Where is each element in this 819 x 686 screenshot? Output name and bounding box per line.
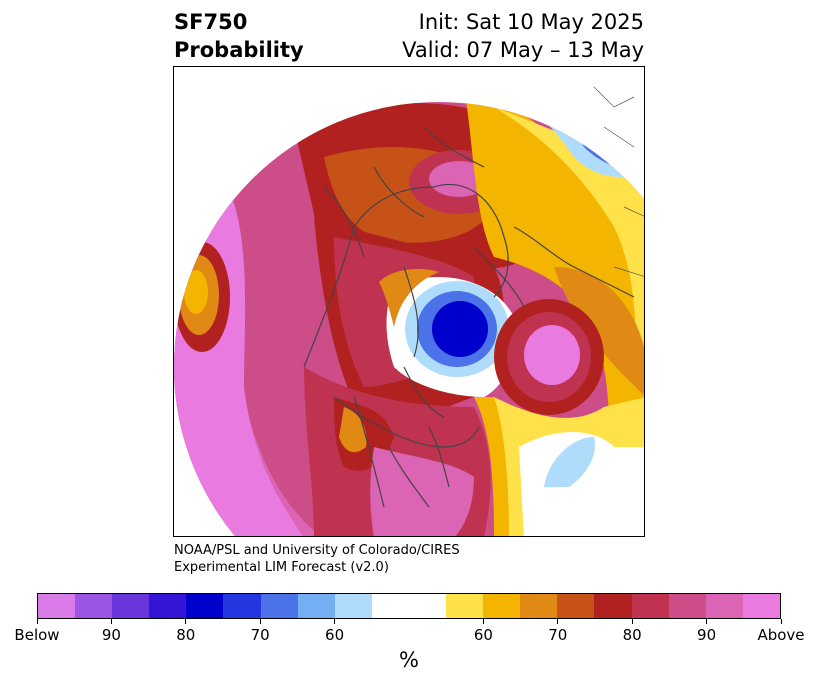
- colorbar-tick-mark: [334, 619, 336, 624]
- colorbar-segment: [149, 594, 187, 618]
- colorbar-segment: [594, 594, 632, 618]
- colorbar-segment: [186, 594, 224, 618]
- colorbar-segment: [705, 594, 743, 618]
- colorbar-segment: [260, 594, 298, 618]
- title-right: Init: Sat 10 May 2025 Valid: 07 May – 13…: [402, 8, 644, 64]
- colorbar-segment: [371, 594, 447, 618]
- colorbar-segment: [557, 594, 595, 618]
- valid-range: Valid: 07 May – 13 May: [402, 38, 644, 62]
- colorbar-segment: [446, 594, 484, 618]
- variable-title: SF750: [174, 10, 248, 34]
- colorbar-tick-label: 90: [101, 626, 121, 644]
- credit-block: NOAA/PSL and University of Colorado/CIRE…: [174, 542, 460, 576]
- colorbar-tick-mark: [185, 619, 187, 624]
- colorbar-tick-label: 70: [548, 626, 568, 644]
- colorbar-segment: [223, 594, 261, 618]
- colorbar-tick-label: 80: [176, 626, 196, 644]
- map-panel: [173, 66, 645, 537]
- colorbar-segment: [334, 594, 372, 618]
- init-date: Init: Sat 10 May 2025: [418, 10, 644, 34]
- colorbar-tick-label: 60: [325, 626, 345, 644]
- colorbar-segment: [668, 594, 706, 618]
- colorbar-tick-mark: [557, 619, 559, 624]
- colorbar-segment: [38, 594, 76, 618]
- colorbar-tick-label: 90: [697, 626, 717, 644]
- product-title: Probability: [174, 38, 304, 62]
- credit-line-2: Experimental LIM Forecast (v2.0): [174, 560, 389, 575]
- colorbar-tick-mark: [110, 619, 112, 624]
- colorbar-segment: [483, 594, 521, 618]
- colorbar-segment: [75, 594, 113, 618]
- colorbar-segment: [742, 594, 780, 618]
- colorbar-tick-label: 70: [250, 626, 270, 644]
- colorbar-tick-mark: [36, 619, 38, 624]
- colorbar-segment: [297, 594, 335, 618]
- colorbar-tick-mark: [706, 619, 708, 624]
- colorbar-tick-mark: [780, 619, 782, 624]
- colorbar-segment: [112, 594, 150, 618]
- colorbar-segment: [520, 594, 558, 618]
- colorbar-tick-mark: [482, 619, 484, 624]
- colorbar-tick-label: 80: [622, 626, 642, 644]
- colorbar-unit: %: [399, 648, 419, 672]
- colorbar-tick-label: 60: [473, 626, 493, 644]
- colorbar-tick-label: Above: [757, 626, 805, 644]
- colorbar-tick-mark: [631, 619, 633, 624]
- colorbar-segment: [631, 594, 669, 618]
- credit-line-1: NOAA/PSL and University of Colorado/CIRE…: [174, 543, 460, 558]
- colorbar: [37, 593, 781, 619]
- title-left: SF750 Probability: [174, 8, 304, 64]
- colorbar-tick-label: Below: [14, 626, 60, 644]
- colorbar-tick-mark: [259, 619, 261, 624]
- probability-map: [174, 86, 644, 536]
